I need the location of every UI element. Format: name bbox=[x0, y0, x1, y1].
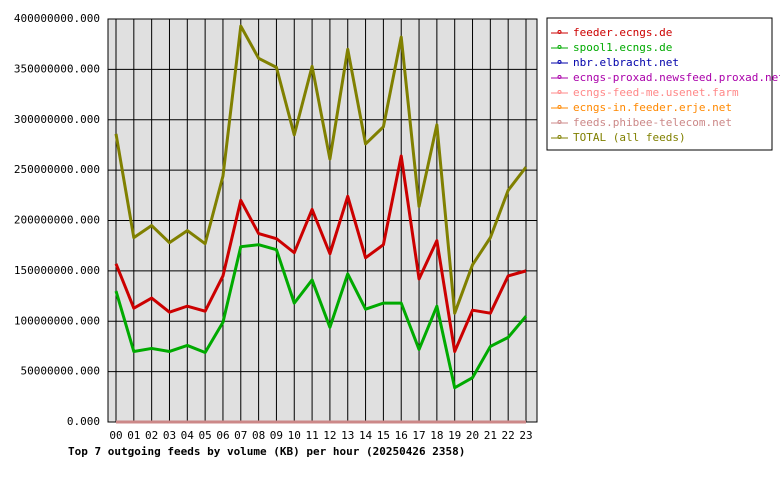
x-tick-label: 04 bbox=[181, 429, 195, 442]
chart-title: Top 7 outgoing feeds by volume (KB) per … bbox=[68, 445, 465, 458]
x-tick-label: 18 bbox=[430, 429, 443, 442]
y-tick-label: 150000000.000 bbox=[14, 264, 100, 277]
legend-marker bbox=[557, 45, 562, 49]
y-tick-label: 50000000.000 bbox=[21, 365, 100, 378]
legend-marker bbox=[557, 30, 562, 34]
x-tick-label: 01 bbox=[127, 429, 140, 442]
y-tick-label: 250000000.000 bbox=[14, 163, 100, 176]
x-tick-label: 15 bbox=[377, 429, 390, 442]
legend-marker bbox=[557, 105, 562, 109]
x-tick-label: 23 bbox=[519, 429, 532, 442]
legend-marker bbox=[557, 120, 562, 124]
legend-label: spool1.ecngs.de bbox=[573, 41, 672, 54]
x-tick-label: 21 bbox=[484, 429, 497, 442]
legend-label: TOTAL (all feeds) bbox=[573, 131, 686, 144]
x-tick-label: 13 bbox=[341, 429, 354, 442]
series-line bbox=[114, 154, 527, 353]
y-tick-label: 300000000.000 bbox=[14, 113, 100, 126]
x-tick-label: 02 bbox=[145, 429, 158, 442]
x-tick-label: 09 bbox=[270, 429, 283, 442]
x-tick-label: 20 bbox=[466, 429, 479, 442]
legend-label: feeder.ecngs.de bbox=[573, 26, 672, 39]
legend-marker bbox=[557, 60, 562, 64]
x-tick-label: 14 bbox=[359, 429, 373, 442]
x-tick-label: 22 bbox=[502, 429, 515, 442]
x-tick-label: 03 bbox=[163, 429, 176, 442]
x-tick-label: 00 bbox=[109, 429, 122, 442]
legend-label: ecngs-in.feeder.erje.net bbox=[573, 101, 732, 114]
legend-label: ecngs-feed-me.usenet.farm bbox=[573, 86, 739, 99]
x-tick-label: 06 bbox=[216, 429, 229, 442]
legend-marker bbox=[557, 135, 562, 139]
series-line bbox=[114, 24, 528, 315]
x-tick-label: 05 bbox=[199, 429, 212, 442]
legend-label: nbr.elbracht.net bbox=[573, 56, 679, 69]
x-tick-label: 10 bbox=[288, 429, 301, 442]
x-tick-label: 07 bbox=[234, 429, 247, 442]
legend-box bbox=[546, 17, 773, 151]
x-tick-label: 17 bbox=[412, 429, 425, 442]
y-tick-label: 100000000.000 bbox=[14, 314, 100, 327]
y-tick-label: 400000000.000 bbox=[14, 12, 100, 25]
y-tick-label: 200000000.000 bbox=[14, 214, 100, 227]
legend-label: feeds.phibee-telecom.net bbox=[573, 116, 732, 129]
x-tick-label: 08 bbox=[252, 429, 265, 442]
y-tick-label: 350000000.000 bbox=[14, 62, 100, 75]
series-line bbox=[114, 243, 528, 390]
x-tick-label: 19 bbox=[448, 429, 461, 442]
legend-marker bbox=[557, 90, 562, 94]
x-tick-label: 12 bbox=[323, 429, 336, 442]
y-tick-label: 0.000 bbox=[67, 415, 100, 428]
x-tick-label: 16 bbox=[395, 429, 408, 442]
x-tick-label: 11 bbox=[305, 429, 318, 442]
legend-marker bbox=[557, 75, 562, 79]
legend-label: ecngs-proxad.newsfeed.proxad.net bbox=[573, 71, 780, 84]
